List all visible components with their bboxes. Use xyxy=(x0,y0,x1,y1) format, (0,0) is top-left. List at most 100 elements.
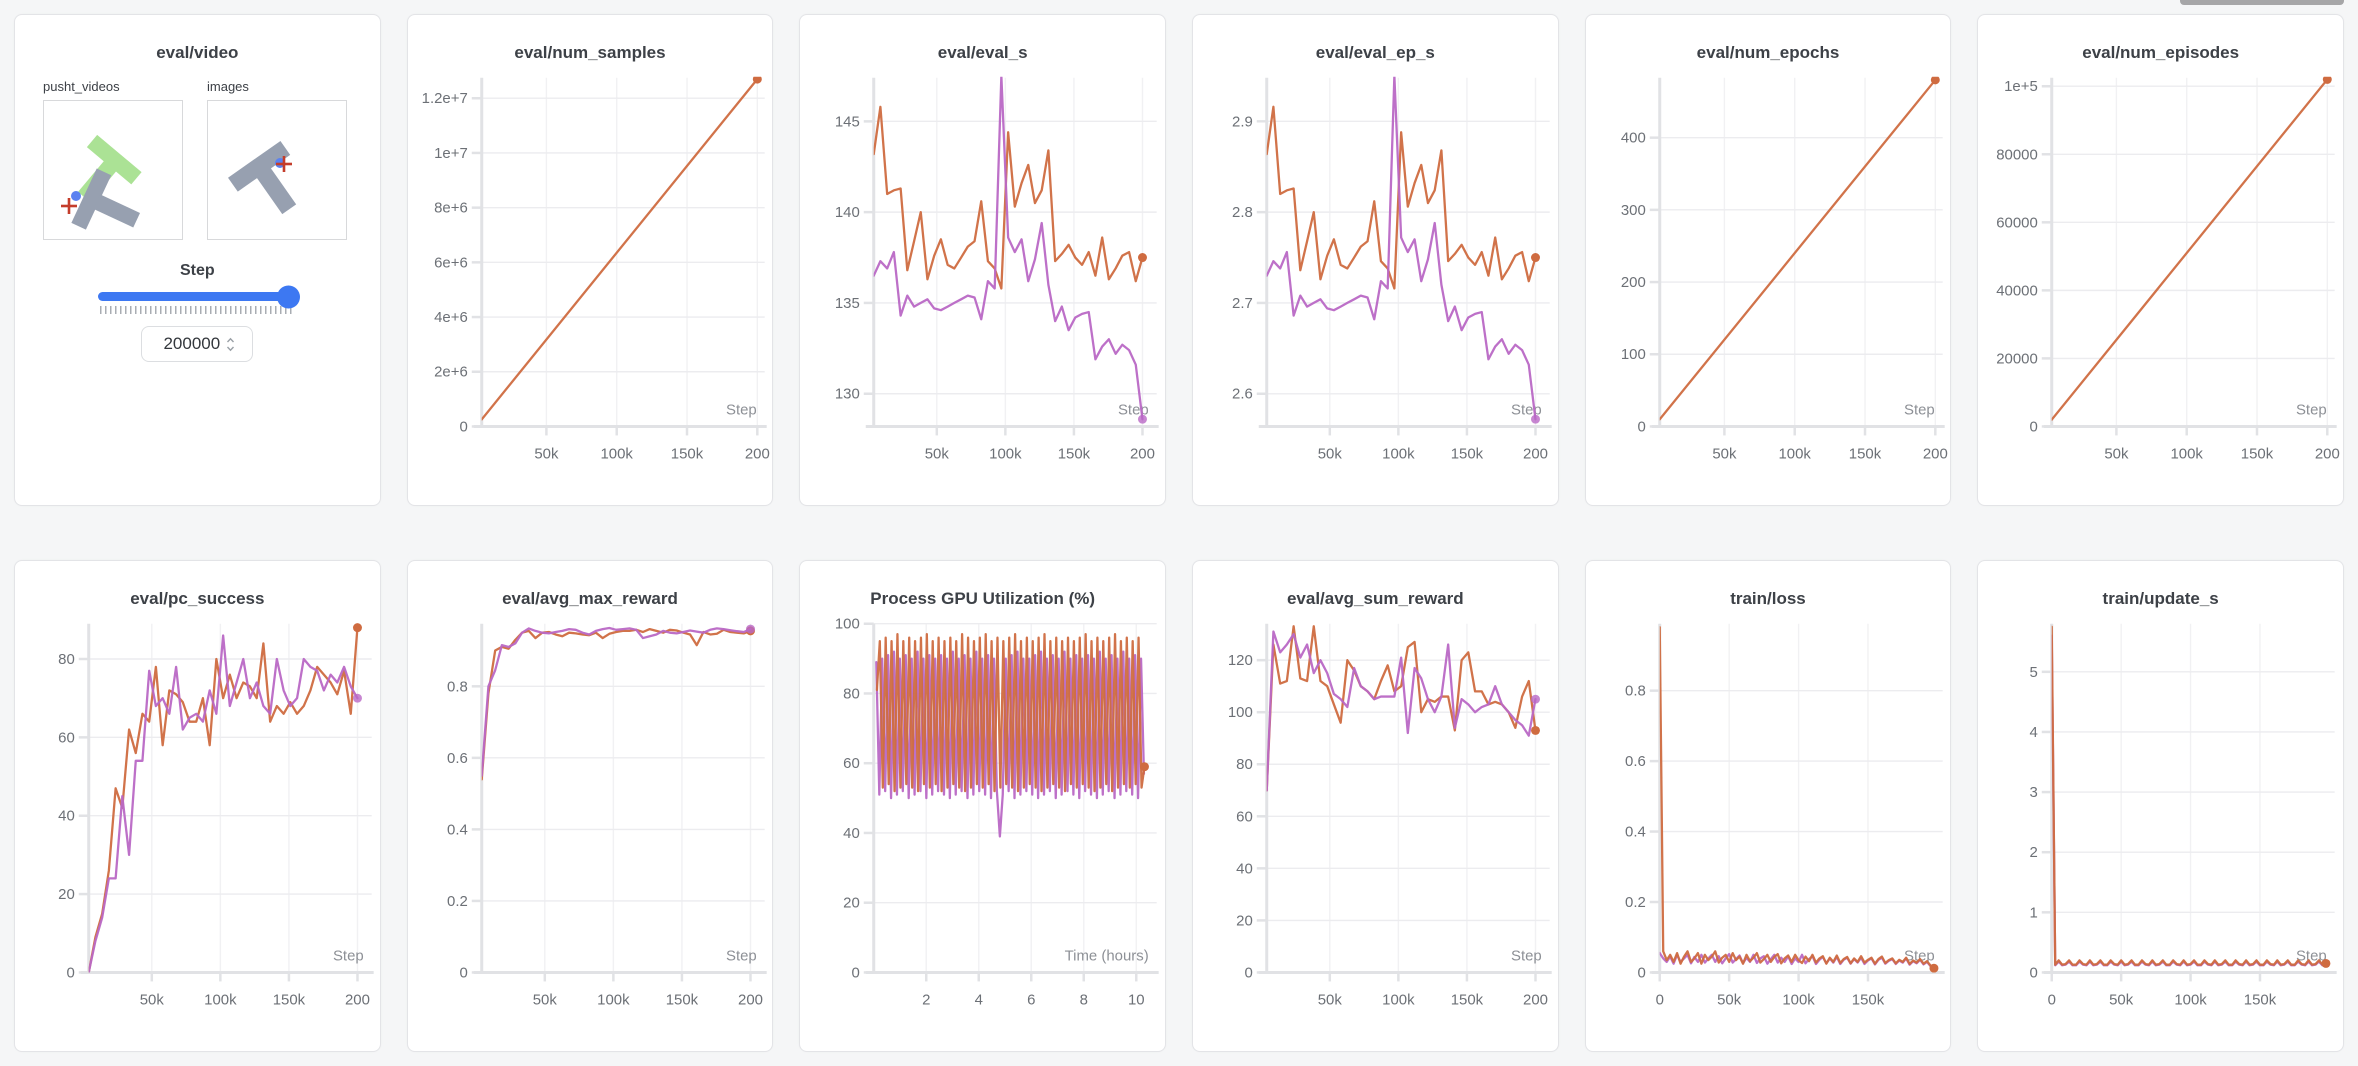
pusht-video-thumbnail[interactable] xyxy=(43,100,183,240)
svg-text:8e+6: 8e+6 xyxy=(434,200,468,217)
svg-text:50k: 50k xyxy=(140,991,165,1008)
svg-text:0: 0 xyxy=(459,418,467,435)
svg-text:8: 8 xyxy=(1080,991,1088,1008)
chart-panel-eval-avg-max-reward: eval/avg_max_reward 0 0.2 0.4 0.6 0.8 50k 100k… xyxy=(406,560,774,1052)
chart-panel-eval-pc-success: eval/pc_success 0 20 40 60 80 50k 100k 150k 200 S… xyxy=(14,560,381,1052)
chart-panel-train-loss: train/loss 0 0.2 0.4 0.6 0.8 0 50k 100k 150k Step xyxy=(1584,560,1952,1052)
svg-text:60: 60 xyxy=(843,755,860,772)
chart-title: eval/eval_s xyxy=(937,43,1028,62)
svg-text:Step: Step xyxy=(726,401,757,418)
svg-text:80000: 80000 xyxy=(1997,146,2039,163)
chart-plot-area[interactable]: 0 20 40 60 80 50k 100k 150k 200 Step xyxy=(15,613,380,1033)
svg-text:150k: 150k xyxy=(1851,991,1884,1008)
media-caption-pusht-videos: pusht_videos xyxy=(43,79,120,94)
svg-text:0.4: 0.4 xyxy=(447,821,468,838)
svg-text:0.4: 0.4 xyxy=(1625,824,1646,841)
media-captions: pusht_videos images xyxy=(15,79,380,94)
chart-panel-train-update-s: train/update_s 0 1 2 3 4 5 0 50k 100k 150k Step xyxy=(1977,560,2344,1052)
chart-plot-area[interactable]: 0 2e+6 4e+6 6e+6 8e+6 1e+7 1.2e+7 50k 100k 150k 20… xyxy=(408,67,773,487)
svg-text:1e+7: 1e+7 xyxy=(434,145,468,162)
chart-plot-area[interactable]: 0 20 40 60 80 100 2 4 6 8 10 Time (hours) xyxy=(800,613,1165,1033)
chart-panel-eval-eval-ep-s: eval/eval_ep_s 2.6 2.7 2.8 2.9 50k 100k 150k 20… xyxy=(1191,14,1559,506)
step-slider-ticks xyxy=(100,306,295,314)
svg-text:0: 0 xyxy=(459,964,467,981)
svg-text:2e+6: 2e+6 xyxy=(434,364,468,381)
svg-text:150k: 150k xyxy=(665,991,698,1008)
chart-panel-eval-num-epochs: eval/num_epochs 0 100 200 300 400 50k 100k 150k… xyxy=(1584,14,1952,506)
svg-text:150k: 150k xyxy=(1451,991,1484,1008)
svg-text:150k: 150k xyxy=(1848,445,1881,462)
chart-plot-area[interactable]: 0 20 40 60 80 100 120 50k 100k 150k 200 Step xyxy=(1193,613,1558,1033)
svg-text:50k: 50k xyxy=(1318,445,1343,462)
pusht-block-t-shape xyxy=(71,168,141,230)
svg-text:100k: 100k xyxy=(597,991,630,1008)
chart-title: eval/num_epochs xyxy=(1696,43,1840,62)
svg-text:2.7: 2.7 xyxy=(1232,295,1253,312)
chart-title: eval/avg_max_reward xyxy=(502,589,678,608)
panel-title: eval/video xyxy=(156,43,239,62)
svg-text:50k: 50k xyxy=(1318,991,1343,1008)
chart-panel-eval-eval-s: eval/eval_s 130 135 140 145 50k 100k 150k 200 St… xyxy=(799,14,1166,506)
svg-text:0.8: 0.8 xyxy=(1625,683,1646,700)
chart-plot-area[interactable]: 2.6 2.7 2.8 2.9 50k 100k 150k 200 Step xyxy=(1193,67,1558,487)
svg-text:4: 4 xyxy=(975,991,983,1008)
svg-text:60000: 60000 xyxy=(1997,214,2039,231)
chart-panel-eval-num-samples: eval/num_samples 0 2e+6 4e+6 6e+6 8e+6 1e+7 1.… xyxy=(406,14,774,506)
svg-text:100k: 100k xyxy=(2171,445,2204,462)
chart-title: eval/num_samples xyxy=(514,43,666,62)
svg-text:50k: 50k xyxy=(925,445,950,462)
svg-text:0.2: 0.2 xyxy=(447,893,468,910)
chart-title: eval/pc_success xyxy=(130,589,265,608)
pusht-target-cross-icon xyxy=(276,156,292,172)
svg-text:60: 60 xyxy=(1236,808,1253,825)
svg-text:Step: Step xyxy=(726,947,757,964)
stepper-up-icon[interactable] xyxy=(226,337,235,344)
chart-panel-eval-num-episodes: eval/num_episodes 0 20000 40000 60000 80000 1… xyxy=(1977,14,2344,506)
step-slider-handle[interactable] xyxy=(277,285,301,308)
svg-text:0: 0 xyxy=(1637,418,1645,435)
svg-text:150k: 150k xyxy=(2241,445,2274,462)
svg-text:0: 0 xyxy=(1244,964,1252,981)
chart-title: train/update_s xyxy=(2102,589,2219,608)
svg-text:2: 2 xyxy=(922,991,930,1008)
chart-plot-area[interactable]: 0 0.2 0.4 0.6 0.8 0 50k 100k 150k Step xyxy=(1586,613,1951,1033)
svg-text:200: 200 xyxy=(1923,445,1948,462)
chart-plot-area[interactable]: 0 20000 40000 60000 80000 1e+5 50k 100k 150k 200 S… xyxy=(1978,67,2343,487)
svg-text:1e+5: 1e+5 xyxy=(2004,78,2038,95)
step-slider-track[interactable] xyxy=(98,285,301,308)
images-thumbnail[interactable] xyxy=(207,100,347,240)
svg-text:80: 80 xyxy=(843,685,860,702)
svg-text:200: 200 xyxy=(1523,991,1548,1008)
svg-text:100k: 100k xyxy=(2175,991,2208,1008)
svg-text:50k: 50k xyxy=(534,445,559,462)
svg-text:20000: 20000 xyxy=(1997,350,2039,367)
svg-text:20: 20 xyxy=(843,895,860,912)
svg-text:50k: 50k xyxy=(1712,445,1737,462)
chart-plot-area[interactable]: 130 135 140 145 50k 100k 150k 200 Step xyxy=(800,67,1165,487)
svg-text:100: 100 xyxy=(1621,346,1646,363)
svg-text:150k: 150k xyxy=(1058,445,1091,462)
svg-text:120: 120 xyxy=(1228,652,1253,669)
svg-text:0: 0 xyxy=(1655,991,1663,1008)
svg-text:100: 100 xyxy=(835,616,860,633)
svg-text:100: 100 xyxy=(1228,704,1253,721)
top-scrollbar-thumb[interactable] xyxy=(2180,0,2344,5)
chart-plot-area[interactable]: 0 1 2 3 4 5 0 50k 100k 150k Step xyxy=(1978,613,2343,1033)
chart-plot-area[interactable]: 0 0.2 0.4 0.6 0.8 50k 100k 150k 200 Step xyxy=(408,613,773,1033)
chart-title: eval/avg_sum_reward xyxy=(1286,589,1464,608)
svg-text:20: 20 xyxy=(1236,912,1253,929)
svg-text:200: 200 xyxy=(738,991,763,1008)
step-input[interactable] xyxy=(159,334,224,354)
svg-text:400: 400 xyxy=(1621,130,1646,147)
svg-text:50k: 50k xyxy=(1717,991,1742,1008)
svg-text:20: 20 xyxy=(58,886,75,903)
svg-text:6: 6 xyxy=(1027,991,1035,1008)
stepper-down-icon[interactable] xyxy=(226,345,235,352)
svg-text:140: 140 xyxy=(835,204,860,221)
svg-text:100k: 100k xyxy=(1382,445,1415,462)
svg-text:80: 80 xyxy=(58,651,75,668)
media-panel-eval-video: eval/video pusht_videos images xyxy=(14,14,381,506)
chart-plot-area[interactable]: 0 100 200 300 400 50k 100k 150k 200 Step xyxy=(1586,67,1951,487)
svg-text:0: 0 xyxy=(1637,964,1645,981)
svg-text:6e+6: 6e+6 xyxy=(434,254,468,271)
